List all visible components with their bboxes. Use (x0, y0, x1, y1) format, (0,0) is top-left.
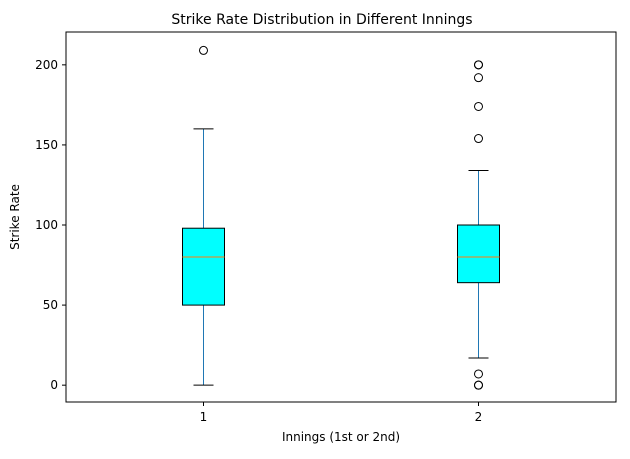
x-axis-label: Innings (1st or 2nd) (282, 430, 400, 444)
outlier-point (474, 134, 483, 144)
outlier-point (474, 380, 483, 390)
box-group (182, 45, 225, 386)
y-tick-label: 150 (35, 138, 58, 152)
outlier-point (474, 73, 483, 83)
y-tick-label: 200 (35, 58, 58, 72)
axes-frame (65, 31, 617, 403)
y-tick-label: 100 (35, 218, 58, 232)
x-tick-label: 1 (200, 410, 208, 424)
y-axis: 0 50 100 150 200 (35, 58, 66, 392)
outlier-point (474, 101, 483, 111)
y-tick-label: 0 (50, 378, 58, 392)
y-axis-label: Strike Rate (8, 184, 22, 250)
y-tick-label: 50 (43, 298, 58, 312)
iqr-box (457, 224, 500, 284)
outlier-point (474, 60, 483, 70)
box-group (457, 60, 500, 390)
plot-area (182, 45, 500, 390)
outlier-point (199, 45, 208, 55)
outlier-point (474, 369, 483, 379)
chart-title: Strike Rate Distribution in Different In… (171, 12, 472, 28)
iqr-box (182, 227, 225, 306)
x-tick-label: 2 (475, 410, 483, 424)
